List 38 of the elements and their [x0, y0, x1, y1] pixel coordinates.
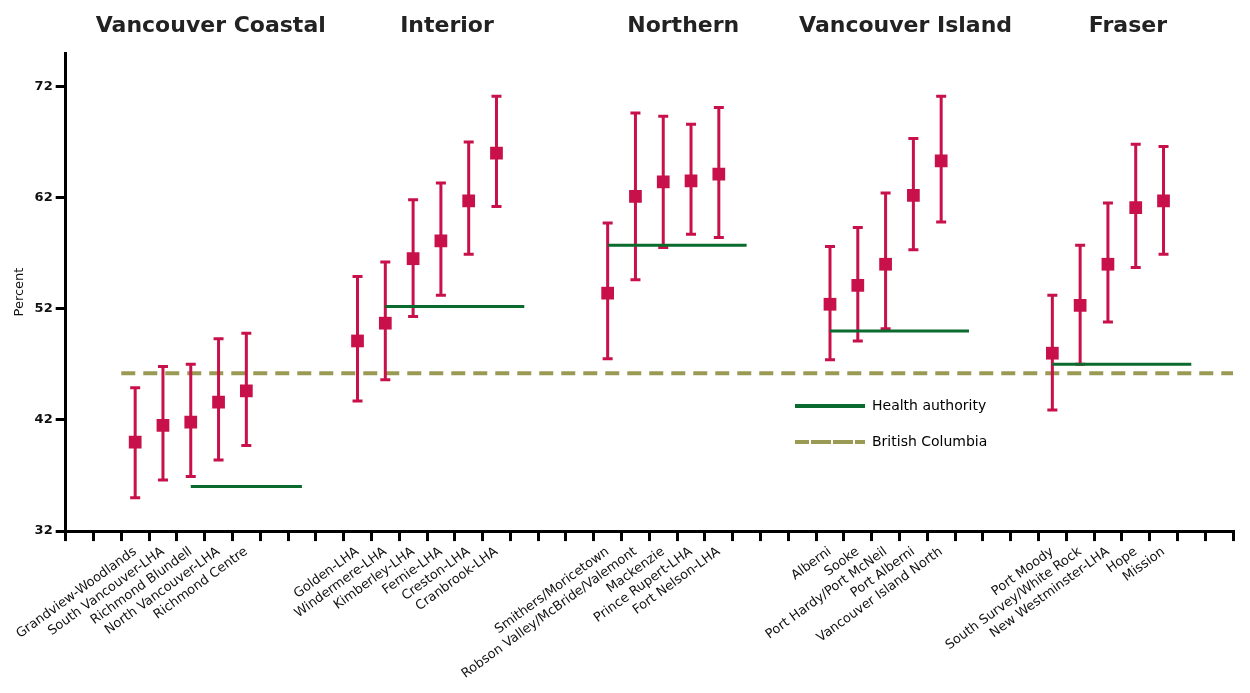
- legend-label: British Columbia: [872, 432, 988, 449]
- point: [212, 395, 225, 409]
- point: [601, 286, 615, 300]
- text: Vancouver Island: [799, 11, 1013, 37]
- point: [239, 384, 253, 398]
- text: Interior: [400, 11, 494, 37]
- point: [490, 146, 503, 160]
- legend-label: Health authority: [872, 396, 987, 413]
- y-tick-label: 42: [34, 411, 53, 427]
- point: [378, 316, 392, 330]
- point: [629, 190, 642, 203]
- text: Vancouver Coastal: [95, 11, 326, 37]
- point: [851, 279, 865, 292]
- y-axis-title: Percent: [11, 267, 27, 317]
- point: [156, 419, 170, 432]
- point: [1101, 257, 1115, 271]
- y-tick-label: 52: [34, 300, 53, 316]
- point: [1045, 346, 1059, 360]
- point: [184, 415, 198, 429]
- text: Northern: [627, 11, 740, 37]
- point: [823, 297, 837, 311]
- point: [907, 188, 920, 202]
- text: Fraser: [1088, 11, 1168, 37]
- y-tick-label: 62: [34, 188, 53, 204]
- point: [934, 154, 948, 168]
- point: [1157, 194, 1170, 208]
- y-tick-label: 32: [34, 522, 53, 538]
- y-tick-label: 72: [34, 77, 53, 93]
- point: [712, 167, 726, 181]
- point: [1129, 201, 1143, 214]
- point: [879, 257, 892, 271]
- point: [128, 435, 142, 449]
- point: [351, 334, 364, 348]
- point: [1073, 299, 1087, 312]
- point: [656, 175, 670, 189]
- point: [406, 252, 420, 266]
- point: [684, 174, 698, 188]
- point: [462, 194, 476, 208]
